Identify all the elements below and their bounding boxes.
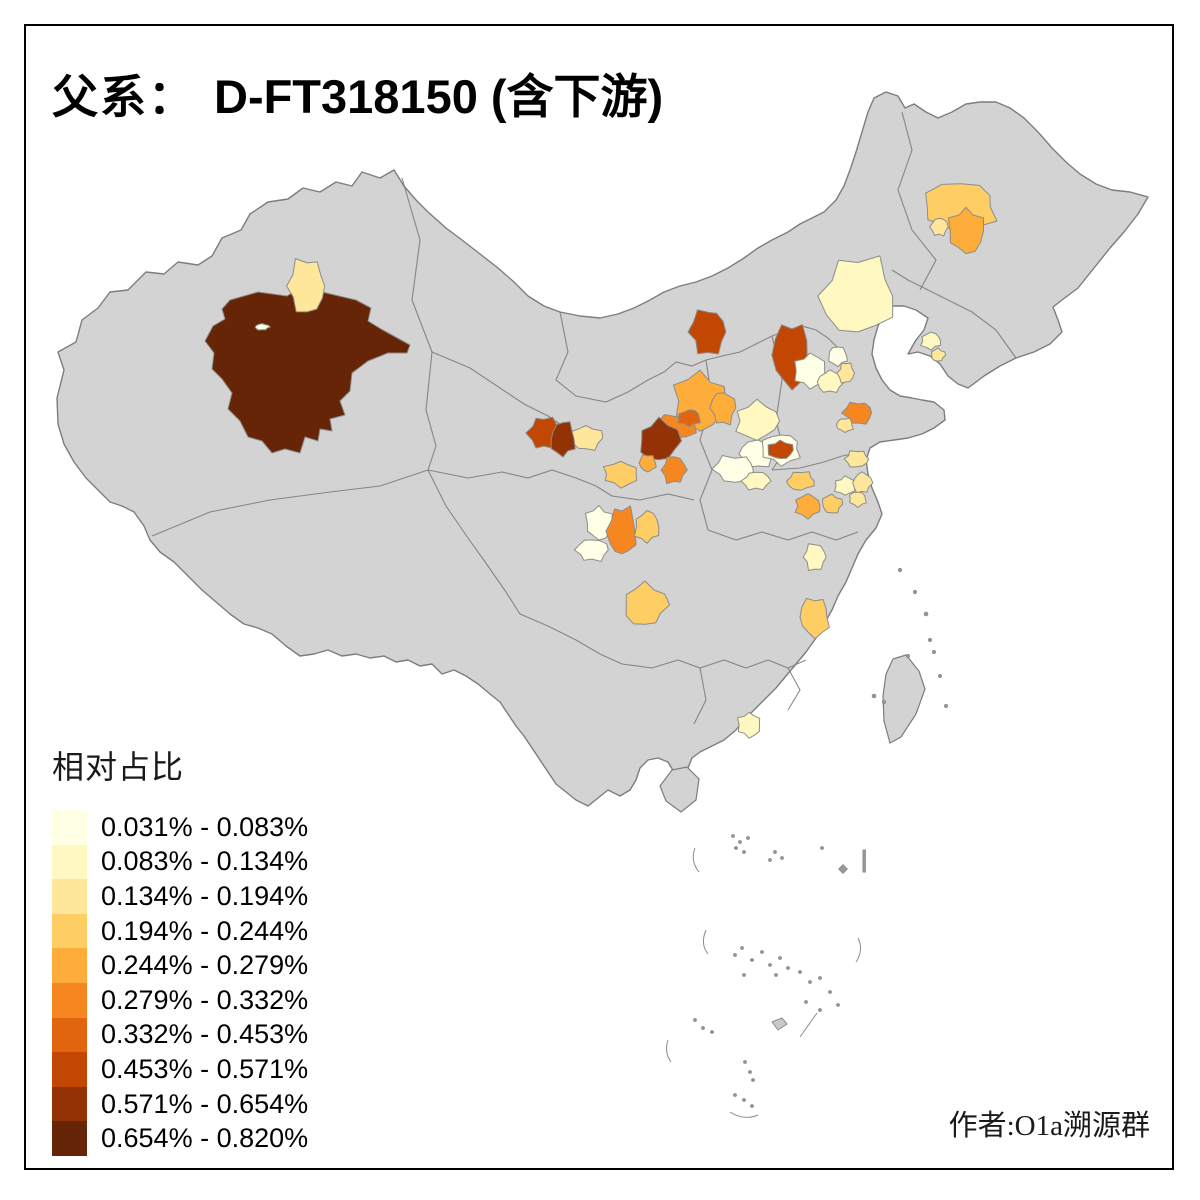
legend-row: 0.654% - 0.820% [52,1121,308,1156]
legend-swatch [52,1121,87,1156]
region-zhumadian [794,493,821,520]
region-shanxi-a [735,398,781,441]
region-jiangsu-gold [849,491,867,508]
region-beijing-c [836,362,855,384]
region-aba-cream [585,505,613,541]
legend-title: 相对占比 [52,749,185,785]
legend-row: 0.279% - 0.332% [52,982,309,1018]
legend-swatch [52,844,87,880]
region-fuyang-gold [821,493,844,514]
region-nanyang-cream [802,543,827,571]
legend-row: 0.134% - 0.194% [52,879,308,914]
region-dingxi-gold [638,454,657,473]
legend-label: 0.134% - 0.194% [101,880,309,911]
region-north-xinjiang [286,258,326,313]
legend-row: 0.571% - 0.654% [52,1086,309,1122]
legend-label: 0.332% - 0.453% [101,1019,309,1050]
prefecture-patches [204,183,998,739]
legend-swatch [52,1052,87,1087]
taiwan-island [882,654,926,744]
legend-swatch [52,1017,87,1053]
region-zhengzhou [767,439,794,459]
region-bayannur [687,309,727,355]
region-pingliang [660,456,688,485]
attribution: 作者:O1a溯源群 [948,1110,1150,1142]
region-mianyang-orange [605,505,637,555]
region-henan-cream [740,471,772,491]
legend-swatch [52,879,87,914]
legend-swatch [52,982,87,1018]
region-ningxia-dark [677,409,701,428]
region-chongqing-gold [625,580,671,625]
legend-swatch [52,810,87,845]
legend-label: 0.244% - 0.279% [101,950,309,981]
hainan-island [659,766,700,813]
legend-row: 0.031% - 0.083% [52,810,308,845]
legend-label: 0.279% - 0.332% [101,984,309,1015]
region-yaan-cream [573,539,609,562]
region-hotan-enclave-dot [254,323,271,331]
legend-label: 0.083% - 0.134% [101,846,309,877]
region-chengde [828,346,848,368]
region-henan-gold [786,471,815,491]
legend-label: 0.571% - 0.654% [101,1088,309,1119]
region-liaoning-b [931,347,947,362]
region-bazhong-gold [633,510,660,544]
legend: 相对占比 0.031% - 0.083% 0.083% - 0.134% 0.134… [52,742,308,1156]
legend-label: 0.453% - 0.571% [101,1053,309,1084]
region-harbin-west [929,217,949,237]
map-title: 父系： D-FT318150 (含下游) [52,58,663,127]
legend-label: 0.194% - 0.244% [101,915,309,946]
legend-row: 0.244% - 0.279% [52,948,308,983]
map-title-prefix: 父系： [52,72,196,123]
region-beijing-b [816,369,845,393]
region-beijing-a [794,352,826,390]
region-xuzhou-gold [843,450,870,468]
region-guangdong-pale [737,711,761,739]
legend-row: 0.453% - 0.571% [52,1052,308,1087]
region-tongliao [817,255,894,333]
region-liaoning-a [920,331,942,351]
region-xining-east [550,421,576,458]
region-hotan-xinjiang [204,287,411,454]
map-title-main: D-FT318150 (含下游) [214,70,664,123]
region-hubei-gold [799,597,830,640]
legend-row: 0.332% - 0.453% [52,1017,309,1053]
legend-swatch [52,913,87,949]
legend-label: 0.031% - 0.083% [101,811,309,842]
region-lanzhou [602,460,638,489]
legend-label: 0.654% - 0.820% [101,1123,309,1154]
legend-rows: 0.031% - 0.083% 0.083% - 0.134% 0.134% - 0… [52,810,308,1156]
small-islands [666,567,948,1118]
region-heze-pale [834,475,857,496]
region-harbin-inner [947,206,984,255]
legend-swatch [52,1086,87,1122]
region-jining-pale [852,471,874,494]
legend-swatch [52,948,87,983]
region-yulin-east [709,392,737,426]
region-taian-pale [836,417,854,433]
legend-row: 0.194% - 0.244% [52,913,309,949]
legend-row: 0.083% - 0.134% [52,844,309,880]
